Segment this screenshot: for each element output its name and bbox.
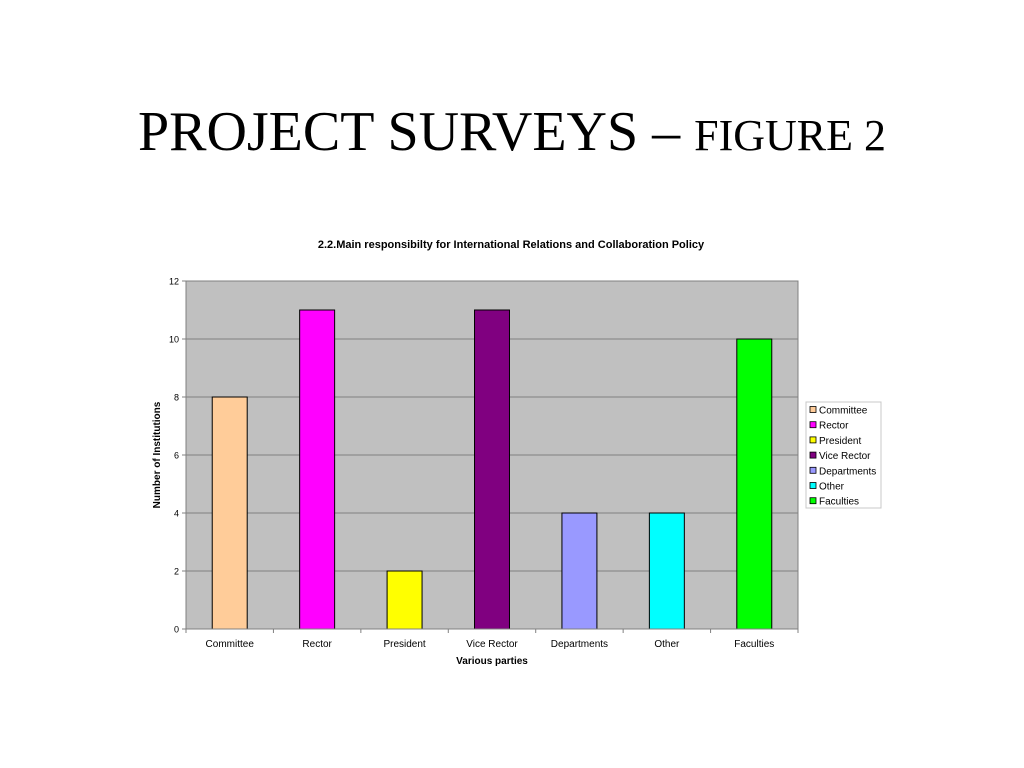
legend-box: [805, 401, 882, 509]
slide-title-main: PROJECT SURVEYS –: [137, 101, 695, 163]
axes: 0 2 4 6 8 10 12 Committee Rector President Vice Re…: [169, 277, 799, 650]
legend-swatch: [809, 466, 817, 474]
bar-other: [648, 512, 685, 630]
legend-label: President: [819, 436, 861, 447]
y-tick-label: 6: [174, 451, 179, 461]
legend-swatch: [809, 451, 817, 459]
bar-departments: [561, 512, 598, 630]
bar-rector: [299, 309, 336, 630]
x-tick-label: Other: [654, 639, 680, 650]
legend-label: Vice Rector: [819, 451, 871, 462]
legend-swatch: [809, 421, 817, 429]
legend-label: Committee: [819, 406, 868, 417]
slide-title-sub: FIGURE 2: [694, 111, 887, 160]
bar-faculties: [736, 338, 773, 630]
legend: Committee Rector President Vice Rector Depar…: [805, 401, 882, 509]
bar-committee: [211, 396, 248, 630]
x-tick-label: Faculties: [734, 639, 774, 650]
legend-swatch: [809, 406, 817, 413]
legend-swatch: [809, 497, 817, 505]
y-axis-label: Number of Institutions: [152, 401, 163, 508]
x-tick-label: Departments: [551, 639, 608, 650]
x-tick-label: President: [383, 639, 425, 650]
y-tick-label: 2: [174, 567, 179, 577]
legend-label: Departments: [819, 466, 876, 477]
slide-title: PROJECT SURVEYS – FIGURE 2: [0, 100, 1024, 164]
legend-label: Faculties: [819, 497, 859, 508]
y-tick-label: 10: [169, 335, 179, 345]
x-tick-label: Committee: [206, 639, 255, 650]
legend-label: Other: [819, 482, 845, 493]
legend-label: Rector: [819, 421, 849, 432]
legend-swatch: [809, 436, 817, 444]
y-tick-label: 8: [174, 393, 179, 403]
chart-title: 2.2.Main responsibilty for International…: [318, 239, 705, 251]
bars: [211, 309, 773, 630]
x-tick-label: Rector: [302, 639, 332, 650]
y-tick-label: 4: [174, 509, 179, 519]
bar-vice-rector: [474, 309, 510, 630]
y-tick-label: 0: [174, 625, 179, 635]
x-axis-label: Various parties: [456, 656, 528, 667]
legend-swatch: [809, 482, 817, 489]
y-tick-label: 12: [169, 277, 179, 287]
x-tick-label: Vice Rector: [466, 639, 518, 650]
bar-president: [386, 570, 423, 630]
